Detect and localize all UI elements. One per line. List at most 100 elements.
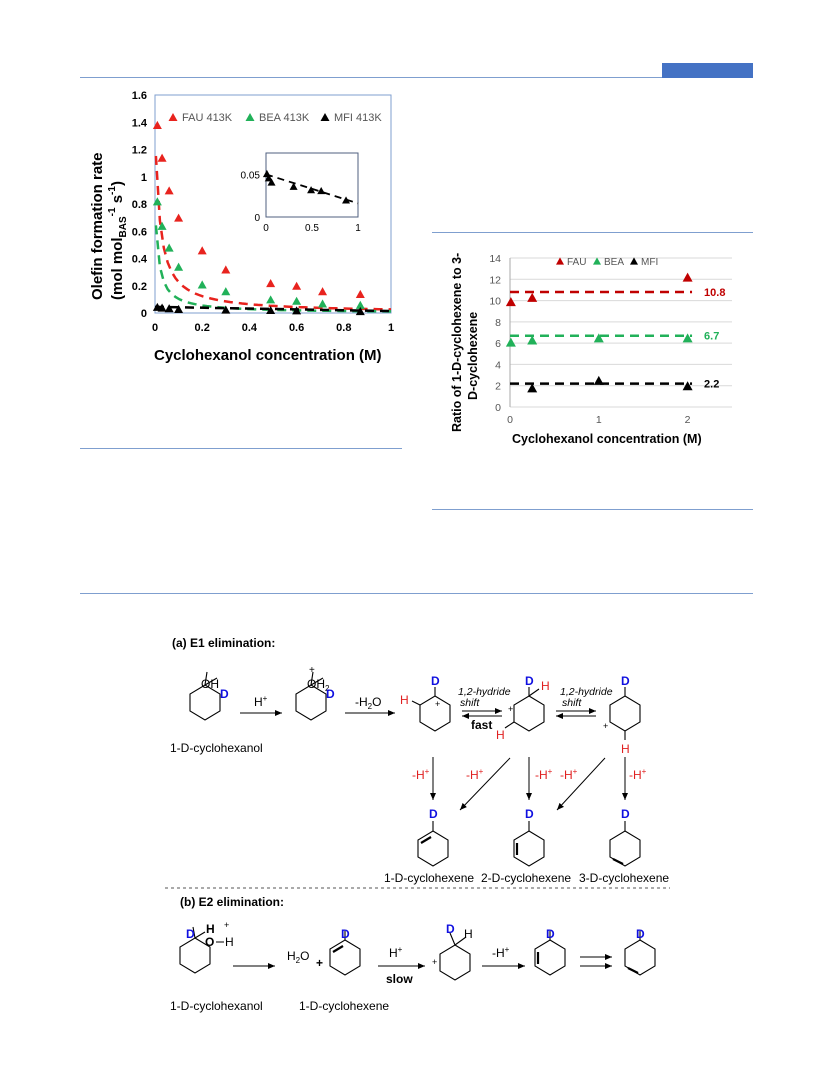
chart1-point (318, 287, 328, 296)
d-label: D (525, 674, 534, 688)
chart1-inset-ytick: 0.05 (241, 170, 261, 181)
chart1-xtick-label: 0.2 (195, 322, 210, 334)
chart1-ytick-label: 0.2 (132, 281, 147, 293)
ratio-chart: Ratio of 1-D-cyclohexene to 3- D-cyclohe… (450, 253, 732, 446)
d-label: D (186, 927, 195, 941)
chart2-point (682, 381, 693, 391)
mechanism-scheme: (a) E1 elimination: (b) E2 elimination: … (165, 636, 670, 1013)
shift-label: 1,2-hydride (458, 686, 511, 698)
chart1-ytick-label: 1.4 (132, 117, 148, 129)
h-label: H (206, 922, 215, 936)
oh2-label: OH2 (307, 677, 330, 693)
chart2-legend-marker (630, 257, 638, 265)
figure-caption-rule-right-top (432, 232, 753, 233)
chart1-ylabel-line1: Olefin formation rate (89, 152, 106, 300)
scheme-title-b: (b) E2 elimination: (180, 895, 284, 909)
olefin-rate-chart: Olefin formation rate (mol molBAS-1 s-1)… (89, 90, 394, 364)
minus-h-label: -H+ (535, 767, 553, 782)
chart1-point (157, 221, 167, 230)
chart2-point (505, 297, 516, 307)
chart2-points (505, 272, 693, 393)
chart2-mean-label: 2.2 (704, 379, 719, 391)
chart1-legend-label: FAU 413K (182, 112, 233, 124)
d-label: D (429, 807, 438, 821)
scheme-arrows (233, 708, 628, 969)
shift-label: shift (562, 697, 582, 709)
shift-label: 1,2-hydride (560, 686, 613, 698)
chart2-point (505, 337, 516, 347)
header-rule (80, 77, 753, 78)
chart1-inset-point (267, 178, 276, 186)
chart2-point (682, 272, 693, 282)
chart1-ylabel-line2: (mol molBAS-1 s-1) (107, 181, 129, 300)
chart1-point (266, 295, 276, 304)
chart1-point (355, 307, 365, 316)
chart1-point (174, 213, 184, 222)
chart1-point (197, 246, 207, 255)
chart1-point (174, 262, 184, 271)
chart1-legend-marker (320, 112, 330, 122)
chart1-ytick-label: 1.2 (132, 145, 147, 157)
chart1-inset-xtick: 0.5 (305, 223, 319, 234)
chart2-legend-marker (593, 257, 601, 265)
chart2-mean-lines: 10.8 6.7 2.2 (510, 287, 725, 391)
d-label: D (446, 922, 455, 936)
chart1-xtick-label: 0.4 (242, 322, 258, 334)
chart1-inset-point (307, 186, 316, 194)
chart2-point (682, 333, 693, 343)
chart1-point (292, 296, 302, 305)
chart1-point (292, 306, 302, 315)
mol-1d-cyclohexene-b: 1-D-cyclohexene (299, 999, 389, 1013)
chart1-legend-marker (168, 112, 178, 122)
d-label: D (621, 674, 630, 688)
chart1-fit-lines (154, 155, 392, 313)
d-label: D (636, 927, 645, 941)
chart2-legend-label: BEA (604, 257, 624, 268)
header-accent-bar (662, 63, 753, 78)
chart1-ytick-label: 0 (141, 308, 147, 320)
chart1-point (164, 304, 174, 313)
chart1-point (152, 120, 162, 130)
d-label: D (621, 807, 630, 821)
mol-2d-cyclohexene: 2-D-cyclohexene (481, 871, 571, 885)
chart2-point (593, 333, 604, 343)
mol-1d-cyclohexene: 1-D-cyclohexene (384, 871, 474, 885)
mol-3d-cyclohexene: 3-D-cyclohexene (579, 871, 669, 885)
chart1-inset-point (342, 196, 351, 204)
chart1-inset-frame (265, 152, 359, 218)
chart2-xtick-label: 0 (507, 414, 513, 426)
chart1-ytick-label: 0.8 (132, 199, 147, 211)
plus-cation: + (435, 699, 440, 709)
chart1-inset-point (317, 186, 326, 195)
e2-h2o: H2O (287, 949, 309, 965)
chart2-ylabel-line1: Ratio of 1-D-cyclohexene to 3- (450, 253, 464, 432)
chart2-legend-label: MFI (641, 257, 658, 268)
shift-label: shift (460, 697, 480, 709)
chart1-point (266, 305, 276, 315)
chart1-inset: 0 0.05 0 0.5 1 (241, 152, 361, 234)
d-label: D (546, 927, 555, 941)
h-label: H (541, 679, 550, 693)
chart1-inset-ytick: 0 (254, 213, 260, 224)
chart1-points (152, 120, 365, 316)
chart1-xlabel: Cyclohexanol concentration (M) (154, 347, 382, 364)
h-label: H (621, 742, 630, 756)
oh-label: OH (201, 677, 219, 691)
chart2-xtick-label: 1 (596, 414, 602, 426)
chart1-point (221, 305, 231, 314)
chart1-ytick-label: 1 (141, 172, 147, 184)
chart2-ytick-label: 0 (495, 402, 501, 414)
plus-sign: + (316, 956, 323, 970)
figure-caption-rule-left (80, 448, 402, 449)
h-label: H (496, 728, 505, 742)
chart1-legend-label: BEA 413K (259, 112, 310, 124)
chart2-point (527, 292, 538, 302)
figure-caption-rule-right-bottom (432, 509, 753, 510)
chart1-inset-xtick: 1 (355, 223, 361, 234)
chart2-ytick-label: 4 (495, 359, 501, 371)
chart2-legend-marker (556, 257, 564, 265)
d-label: D (341, 927, 350, 941)
chart1-ytick-label: 0.4 (132, 254, 148, 266)
plus-cation: + (432, 957, 437, 967)
